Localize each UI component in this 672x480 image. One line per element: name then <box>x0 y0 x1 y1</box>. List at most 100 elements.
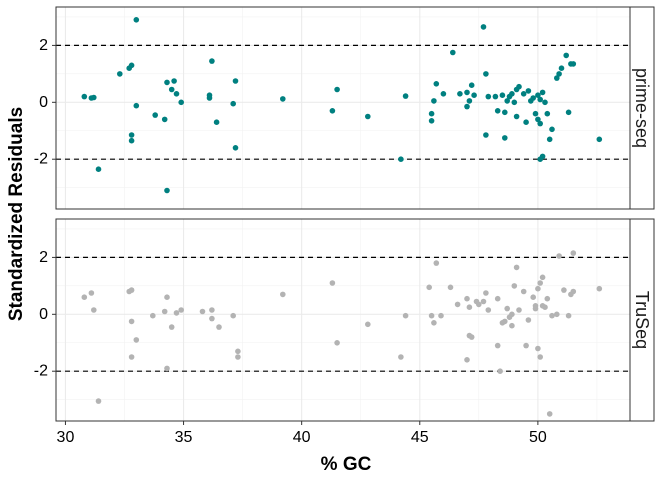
data-point-truseq-20 <box>230 312 236 319</box>
data-point-prime-seq-50 <box>499 92 506 98</box>
strip-truseq: TruSeq <box>629 218 655 422</box>
y-tick-label: 0 <box>39 94 48 111</box>
data-point-prime-seq-74 <box>544 110 551 117</box>
data-point-prime-seq-53 <box>504 98 511 104</box>
data-point-prime-seq-65 <box>532 110 539 117</box>
data-point-prime-seq-62 <box>525 88 532 94</box>
data-point-truseq-47 <box>494 342 501 349</box>
data-point-truseq-21 <box>235 348 241 355</box>
x-tick-label: 45 <box>411 429 429 446</box>
data-point-truseq-81 <box>596 285 603 292</box>
data-point-truseq-16 <box>199 308 206 315</box>
strip-prime-seq: prime-seq <box>629 6 655 210</box>
data-point-prime-seq-39 <box>464 89 470 96</box>
x-tick-label: 35 <box>175 429 193 446</box>
data-point-truseq-58 <box>520 288 527 295</box>
data-point-truseq-75 <box>556 253 562 259</box>
y-tick-label: 2 <box>39 37 48 54</box>
data-point-prime-seq-37 <box>450 49 456 56</box>
data-point-truseq-12 <box>164 365 170 372</box>
strip-label-prime-seq: prime-seq <box>632 68 652 148</box>
data-point-prime-seq-23 <box>230 100 236 107</box>
data-point-prime-seq-12 <box>161 116 168 123</box>
data-point-prime-seq-30 <box>398 156 404 162</box>
data-point-prime-seq-67 <box>535 116 541 123</box>
data-point-truseq-45 <box>485 307 492 313</box>
data-point-truseq-26 <box>365 321 371 328</box>
data-point-truseq-54 <box>509 322 515 329</box>
data-point-prime-seq-68 <box>537 120 543 127</box>
data-point-truseq-73 <box>549 312 555 319</box>
data-point-truseq-33 <box>438 312 444 319</box>
data-point-truseq-36 <box>464 295 470 302</box>
data-point-truseq-22 <box>235 354 241 360</box>
data-point-prime-seq-27 <box>329 108 336 114</box>
data-point-prime-seq-84 <box>596 136 603 143</box>
data-point-truseq-44 <box>483 290 489 296</box>
data-point-truseq-34 <box>447 284 454 291</box>
data-point-truseq-40 <box>468 334 475 340</box>
data-point-truseq-74 <box>554 311 560 318</box>
data-point-truseq-27 <box>398 354 404 360</box>
data-point-truseq-23 <box>280 291 286 298</box>
data-point-truseq-59 <box>523 342 529 349</box>
data-point-truseq-60 <box>525 317 532 323</box>
data-point-truseq-43 <box>480 298 487 305</box>
data-point-prime-seq-76 <box>549 126 555 133</box>
data-point-truseq-11 <box>164 294 170 301</box>
data-point-truseq-1 <box>88 290 95 296</box>
data-point-prime-seq-24 <box>232 78 239 84</box>
data-point-truseq-6 <box>128 318 135 325</box>
data-point-prime-seq-32 <box>428 110 435 117</box>
data-point-truseq-42 <box>476 301 482 308</box>
data-point-prime-seq-47 <box>485 93 492 100</box>
data-point-prime-seq-8 <box>128 137 135 144</box>
data-point-prime-seq-14 <box>164 187 170 194</box>
y-tick-label: -2 <box>34 151 48 168</box>
data-point-truseq-53 <box>509 311 515 318</box>
data-point-prime-seq-66 <box>535 92 541 98</box>
data-point-prime-seq-16 <box>171 78 177 84</box>
data-point-prime-seq-9 <box>133 17 140 23</box>
data-point-truseq-30 <box>428 312 435 319</box>
data-point-prime-seq-59 <box>516 83 522 90</box>
data-point-prime-seq-71 <box>539 153 546 160</box>
data-point-prime-seq-41 <box>466 98 473 104</box>
data-point-prime-seq-4 <box>117 71 123 77</box>
data-point-prime-seq-31 <box>402 93 409 99</box>
data-point-prime-seq-40 <box>464 103 470 110</box>
data-point-prime-seq-58 <box>513 113 520 120</box>
data-point-truseq-24 <box>329 280 336 286</box>
data-point-prime-seq-52 <box>502 135 508 141</box>
panel-truseq: -2 0 2 <box>34 218 631 422</box>
data-point-prime-seq-83 <box>570 61 577 67</box>
data-point-truseq-9 <box>150 312 156 319</box>
data-point-prime-seq-78 <box>556 71 562 77</box>
data-point-prime-seq-35 <box>433 81 440 87</box>
data-point-truseq-25 <box>334 340 340 346</box>
data-point-truseq-18 <box>209 315 215 322</box>
data-point-truseq-7 <box>128 354 135 360</box>
panel-background <box>56 219 630 421</box>
data-point-truseq-38 <box>466 304 473 311</box>
x-tick-label: 40 <box>293 429 311 446</box>
panel-prime-seq: -2 0 2 <box>34 6 631 210</box>
data-point-truseq-3 <box>95 398 102 404</box>
data-point-prime-seq-45 <box>483 71 489 77</box>
strip-label-truseq: TruSeq <box>632 291 652 349</box>
data-point-prime-seq-11 <box>152 112 158 118</box>
data-point-prime-seq-29 <box>365 113 371 120</box>
data-point-truseq-51 <box>504 305 511 312</box>
data-point-prime-seq-60 <box>520 91 527 97</box>
data-point-prime-seq-28 <box>334 86 340 93</box>
data-point-truseq-71 <box>544 295 551 302</box>
data-point-prime-seq-36 <box>440 91 447 97</box>
data-point-prime-seq-80 <box>563 52 569 59</box>
data-point-truseq-0 <box>81 294 88 301</box>
data-point-prime-seq-64 <box>530 95 536 101</box>
x-tick-label: 30 <box>57 429 75 446</box>
data-point-prime-seq-3 <box>95 166 102 172</box>
data-point-prime-seq-0 <box>81 93 88 100</box>
data-point-prime-seq-15 <box>168 86 175 93</box>
